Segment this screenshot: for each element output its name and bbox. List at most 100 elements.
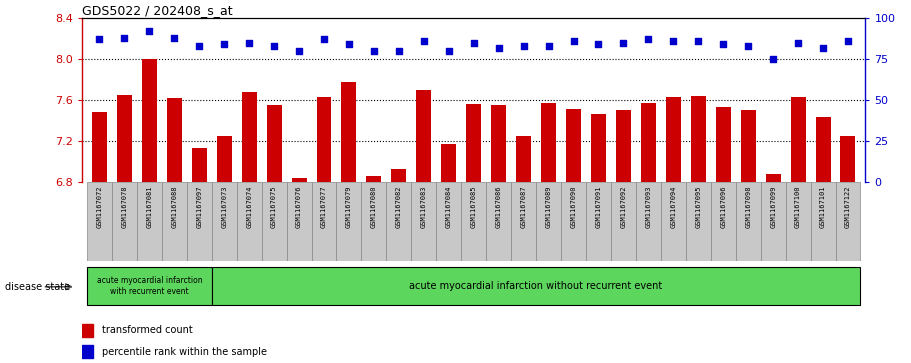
Bar: [211, 182, 237, 261]
Point: [392, 48, 406, 54]
Bar: [761, 182, 785, 261]
Point: [841, 38, 855, 44]
Bar: [82, 345, 94, 358]
Bar: [711, 182, 736, 261]
Text: GSM1167083: GSM1167083: [421, 185, 427, 228]
Bar: [660, 182, 686, 261]
Bar: [536, 182, 561, 261]
Point: [366, 48, 381, 54]
Bar: [366, 176, 382, 182]
Bar: [316, 97, 332, 182]
Bar: [267, 105, 281, 182]
Text: GSM1167073: GSM1167073: [221, 185, 227, 228]
Point: [791, 40, 805, 46]
Bar: [362, 182, 386, 261]
Bar: [211, 267, 861, 305]
Point: [641, 37, 656, 42]
Text: GSM1167078: GSM1167078: [121, 185, 128, 228]
Bar: [811, 182, 835, 261]
Bar: [486, 182, 511, 261]
Bar: [112, 182, 137, 261]
Bar: [192, 148, 207, 182]
Bar: [741, 110, 755, 182]
Text: GSM1167091: GSM1167091: [596, 185, 601, 228]
Bar: [342, 82, 356, 182]
Text: GSM1167098: GSM1167098: [745, 185, 752, 228]
Text: GDS5022 / 202408_s_at: GDS5022 / 202408_s_at: [82, 4, 232, 17]
Point: [716, 41, 731, 47]
Point: [317, 37, 332, 42]
Bar: [87, 267, 211, 305]
Bar: [412, 182, 436, 261]
Point: [815, 45, 830, 50]
Bar: [237, 182, 261, 261]
Point: [741, 43, 755, 49]
Text: GSM1167087: GSM1167087: [520, 185, 527, 228]
Text: GSM1167077: GSM1167077: [321, 185, 327, 228]
Bar: [217, 135, 231, 182]
Text: disease state: disease state: [5, 282, 69, 292]
Point: [517, 43, 531, 49]
Bar: [82, 324, 94, 337]
Bar: [561, 182, 586, 261]
Text: GSM1167096: GSM1167096: [721, 185, 726, 228]
Bar: [117, 95, 132, 182]
Bar: [261, 182, 287, 261]
Point: [192, 43, 207, 49]
Bar: [591, 114, 606, 182]
Bar: [466, 104, 481, 182]
Bar: [336, 182, 362, 261]
Text: GSM1167100: GSM1167100: [795, 185, 801, 228]
Bar: [736, 182, 761, 261]
Text: GSM1167081: GSM1167081: [147, 185, 152, 228]
Text: GSM1167099: GSM1167099: [770, 185, 776, 228]
Bar: [691, 96, 706, 182]
Text: GSM1167090: GSM1167090: [570, 185, 577, 228]
Bar: [666, 97, 681, 182]
Bar: [716, 107, 731, 182]
Point: [217, 41, 231, 47]
Text: acute myocardial infarction without recurrent event: acute myocardial infarction without recu…: [409, 281, 662, 291]
Point: [666, 38, 681, 44]
Bar: [686, 182, 711, 261]
Text: GSM1167072: GSM1167072: [97, 185, 102, 228]
Text: GSM1167101: GSM1167101: [820, 185, 826, 228]
Bar: [142, 59, 157, 182]
Bar: [187, 182, 211, 261]
Bar: [287, 182, 312, 261]
Bar: [586, 182, 611, 261]
Text: transformed count: transformed count: [102, 326, 193, 335]
Text: GSM1167089: GSM1167089: [546, 185, 551, 228]
Bar: [137, 182, 162, 261]
Point: [292, 48, 306, 54]
Bar: [616, 110, 631, 182]
Text: acute myocardial infarction
with recurrent event: acute myocardial infarction with recurre…: [97, 276, 202, 295]
Text: GSM1167088: GSM1167088: [171, 185, 178, 228]
Text: GSM1167086: GSM1167086: [496, 185, 502, 228]
Point: [466, 40, 481, 46]
Bar: [765, 174, 781, 182]
Point: [167, 35, 181, 41]
Bar: [791, 97, 805, 182]
Point: [92, 37, 107, 42]
Bar: [815, 117, 831, 182]
Text: GSM1167080: GSM1167080: [371, 185, 377, 228]
Bar: [87, 182, 112, 261]
Point: [567, 38, 581, 44]
Text: GSM1167074: GSM1167074: [246, 185, 252, 228]
Point: [491, 45, 506, 50]
Bar: [641, 103, 656, 182]
Text: GSM1167094: GSM1167094: [670, 185, 676, 228]
Point: [442, 48, 456, 54]
Text: GSM1167092: GSM1167092: [620, 185, 627, 228]
Point: [342, 41, 356, 47]
Bar: [441, 144, 456, 182]
Bar: [167, 98, 182, 182]
Bar: [566, 109, 581, 182]
Bar: [517, 135, 531, 182]
Bar: [785, 182, 811, 261]
Bar: [92, 112, 107, 182]
Bar: [491, 105, 507, 182]
Bar: [636, 182, 660, 261]
Bar: [386, 182, 412, 261]
